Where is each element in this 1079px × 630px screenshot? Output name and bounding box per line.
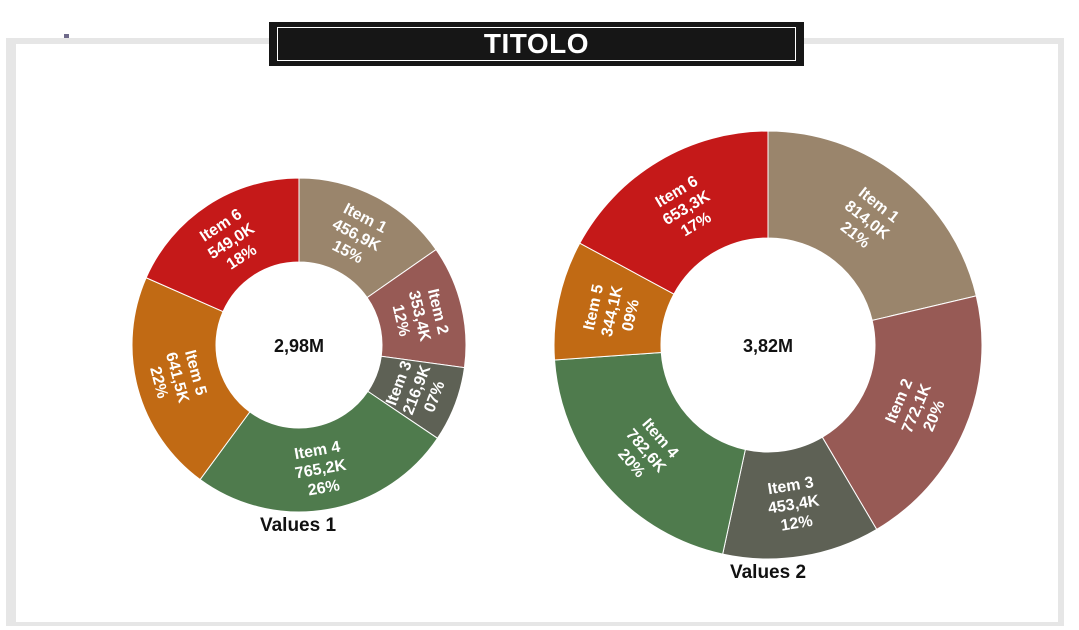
donut-total-2: 3,82M	[743, 336, 793, 356]
corner-marker	[64, 34, 69, 38]
donut-chart-2: Item 1814,0K21%Item 2772,1K20%Item 3453,…	[553, 130, 983, 583]
page-title: TITOLO	[277, 27, 796, 61]
title-box: TITOLO	[269, 22, 804, 66]
donut-slice-1-5[interactable]	[131, 277, 251, 481]
donut-slice-2-6[interactable]	[579, 130, 769, 295]
slice-label-1-5: Item 5641,5K22%	[144, 346, 211, 410]
chart-name-1: Values 1	[260, 515, 336, 536]
donut-slice-1-6[interactable]	[145, 177, 300, 313]
donut-slice-2-1[interactable]	[767, 130, 977, 322]
donut-total-1: 2,98M	[274, 336, 324, 356]
donut-slice-1-4[interactable]	[199, 390, 439, 513]
donut-slice-2-2[interactable]	[821, 295, 983, 531]
donut-slice-2-4[interactable]	[553, 351, 746, 555]
chart-name-2: Values 2	[730, 562, 806, 583]
donut-chart-1: Item 1456,9K15%Item 2353,4K12%Item 3216,…	[131, 177, 467, 536]
